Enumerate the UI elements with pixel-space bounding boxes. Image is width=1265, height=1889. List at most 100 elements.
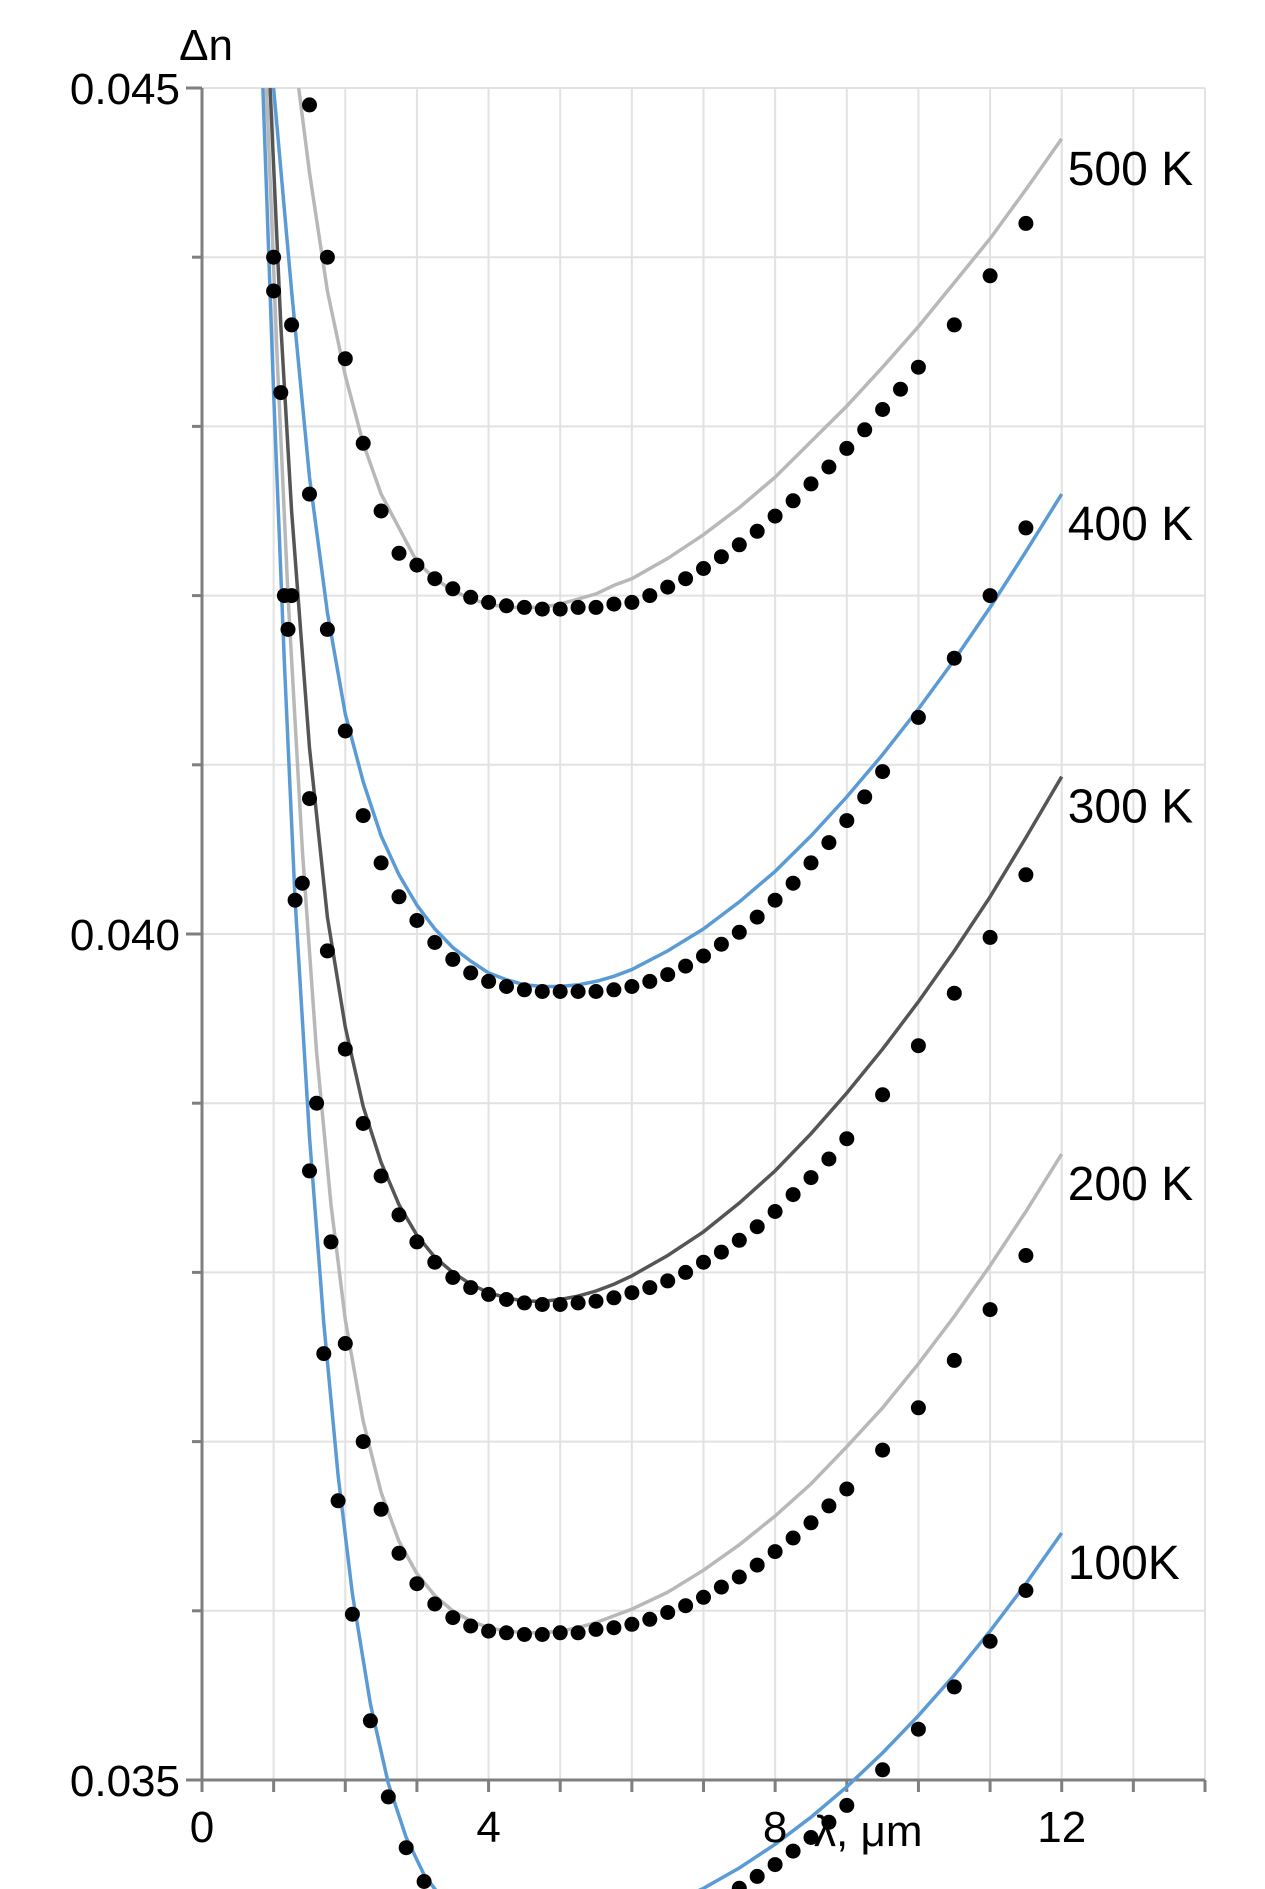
data-point — [749, 1557, 765, 1573]
data-point — [839, 1131, 855, 1147]
data-point — [337, 1041, 353, 1057]
data-point — [302, 97, 317, 113]
data-point — [427, 571, 443, 587]
data-point — [1018, 1583, 1034, 1598]
x-tick-label: 4 — [476, 1803, 500, 1852]
data-point — [373, 1501, 389, 1517]
data-point — [839, 1797, 855, 1813]
data-point — [355, 435, 371, 451]
data-point — [642, 1611, 658, 1627]
data-point — [749, 1868, 765, 1884]
data-point — [982, 929, 998, 945]
data-point — [280, 621, 296, 637]
data-point — [910, 1721, 926, 1737]
data-point — [982, 1302, 998, 1318]
data-point — [516, 982, 532, 998]
data-point — [875, 1442, 891, 1458]
y-tick-label: 0.040 — [70, 911, 180, 960]
data-point — [380, 1789, 396, 1805]
data-point — [1018, 215, 1034, 231]
data-point — [416, 1874, 432, 1889]
data-point — [409, 1234, 425, 1250]
grid-lines — [202, 87, 1206, 1780]
data-point — [355, 1434, 371, 1450]
data-point — [552, 1625, 568, 1641]
data-point — [302, 486, 317, 502]
data-point — [749, 1219, 765, 1235]
data-point — [713, 936, 729, 952]
series-label: 400 K — [1068, 498, 1193, 551]
data-point — [875, 402, 891, 417]
data-point — [534, 984, 550, 999]
x-tick-label: 0 — [190, 1803, 214, 1852]
x-axis-label: λ, μm — [814, 1807, 922, 1856]
data-point — [588, 984, 604, 999]
data-point — [391, 1207, 407, 1223]
data-point — [499, 979, 514, 994]
data-point — [767, 1204, 783, 1219]
data-point — [373, 503, 389, 519]
data-point — [427, 1254, 443, 1270]
x-tick-label: 8 — [763, 1803, 787, 1852]
data-point — [857, 422, 873, 438]
data-point — [803, 476, 819, 492]
data-point — [749, 909, 765, 925]
data-point — [570, 1295, 586, 1311]
data-point — [660, 967, 676, 983]
data-point — [731, 1569, 747, 1585]
data-point — [330, 1493, 346, 1509]
data-point — [821, 1814, 837, 1830]
data-point — [344, 1606, 360, 1622]
data-point — [678, 1598, 694, 1614]
data-point — [323, 1234, 339, 1250]
data-point — [570, 984, 586, 999]
data-point — [445, 1610, 461, 1626]
data-point — [946, 650, 962, 666]
data-point — [893, 381, 908, 397]
data-point — [660, 579, 676, 595]
data-point — [803, 1515, 819, 1531]
data-point — [910, 709, 926, 725]
data-point — [294, 875, 310, 891]
data-point — [481, 1286, 497, 1302]
data-point — [309, 1095, 325, 1111]
data-point — [642, 1280, 658, 1296]
data-point — [373, 855, 389, 871]
data-point — [516, 1295, 532, 1311]
data-point — [875, 1087, 891, 1103]
data-point — [839, 440, 855, 456]
data-point — [445, 951, 461, 967]
data-point — [749, 523, 765, 539]
axes — [186, 86, 1207, 1792]
data-point — [785, 875, 801, 891]
data-point — [319, 621, 335, 637]
data-point — [499, 1625, 514, 1641]
fit-curve — [296, 87, 1064, 610]
data-point — [606, 1620, 622, 1636]
data-point — [516, 599, 532, 615]
data-point — [946, 317, 962, 333]
data-point — [445, 1270, 461, 1285]
data-point — [409, 913, 425, 928]
data-point — [302, 791, 317, 807]
data-point — [857, 789, 873, 805]
data-point — [606, 1290, 622, 1306]
data-point — [373, 1168, 389, 1184]
y-tick-label: 0.035 — [70, 1757, 180, 1806]
data-point — [839, 813, 855, 829]
data-point — [731, 1880, 747, 1889]
data-point — [785, 1187, 801, 1203]
fit-curves — [261, 87, 1064, 1889]
data-point — [696, 561, 711, 576]
data-point — [642, 973, 658, 989]
series-label: 300 K — [1068, 781, 1193, 834]
data-point — [362, 1713, 378, 1729]
data-point — [463, 1618, 479, 1634]
data-point — [821, 835, 837, 851]
data-point — [463, 965, 479, 981]
data-point — [785, 1843, 801, 1859]
data-point — [266, 283, 282, 299]
data-point — [355, 808, 371, 824]
data-point — [982, 1633, 998, 1649]
